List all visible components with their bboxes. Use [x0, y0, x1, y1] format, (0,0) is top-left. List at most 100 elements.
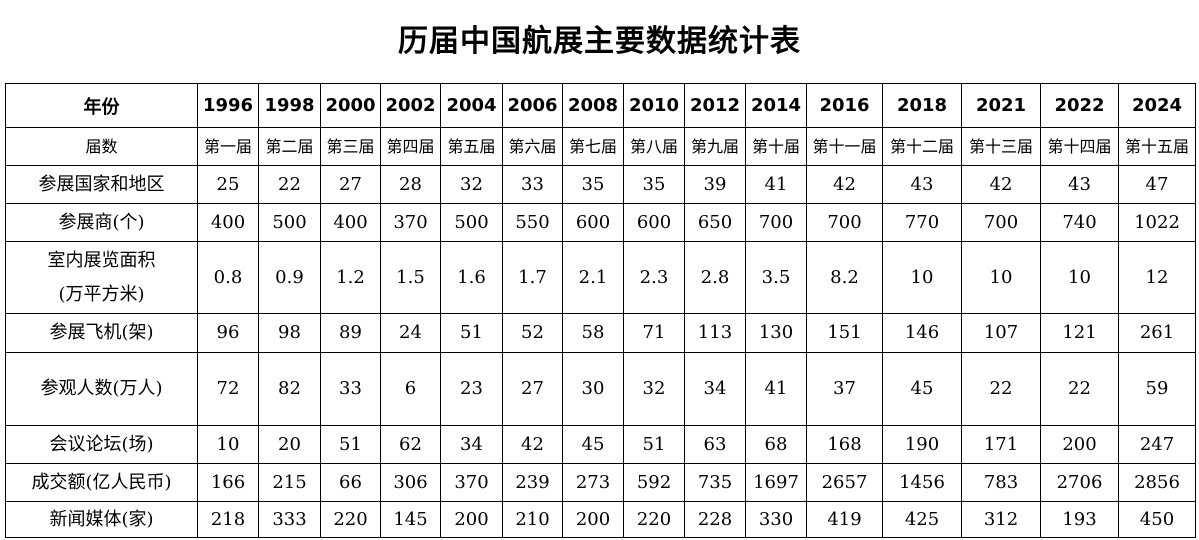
- cell: 1.6: [440, 241, 503, 314]
- cell: 2018: [882, 83, 962, 128]
- cell: 740: [1040, 203, 1119, 242]
- table-row: 会议论坛(场) 10 20 51 62 34 42 45 51 63 68 168 190 171 200 2…: [5, 425, 1196, 464]
- row-label: 参展国家和地区: [5, 165, 198, 204]
- cell: 51: [440, 313, 503, 353]
- cell: 1.7: [502, 241, 563, 314]
- cell: 2012: [684, 83, 746, 128]
- cell: 42: [806, 165, 883, 204]
- cell: 370: [440, 463, 503, 502]
- cell: 第三届: [320, 127, 381, 166]
- cell: 2002: [380, 83, 441, 128]
- cell: 34: [684, 352, 746, 426]
- cell: 39: [684, 165, 746, 204]
- cell: 700: [806, 203, 883, 242]
- cell: 2006: [502, 83, 563, 128]
- cell: 45: [882, 352, 962, 426]
- cell: 27: [502, 352, 563, 426]
- cell: 2014: [745, 83, 807, 128]
- table-row: 届数 第一届 第二届 第三届 第四届 第五届 第六届 第七届 第八届 第九届 第十届 第十一届 第十二届…: [5, 127, 1196, 166]
- cell: 2010: [623, 83, 685, 128]
- table-row: 参展国家和地区 25 22 27 28 32 33 35 35 39 41 42 43 42 43 47: [5, 165, 1196, 204]
- cell: 2856: [1118, 463, 1196, 502]
- cell: 43: [1040, 165, 1119, 204]
- cell: 2000: [320, 83, 381, 128]
- cell: 28: [380, 165, 441, 204]
- cell: 58: [562, 313, 624, 353]
- cell: 228: [684, 501, 746, 538]
- cell: 218: [197, 501, 259, 538]
- cell: 700: [961, 203, 1041, 242]
- cell: 450: [1118, 501, 1196, 538]
- cell: 550: [502, 203, 563, 242]
- cell: 735: [684, 463, 746, 502]
- cell: 1996: [197, 83, 259, 128]
- cell: 2016: [806, 83, 883, 128]
- cell: 10: [1040, 241, 1119, 314]
- cell: 370: [380, 203, 441, 242]
- cell: 151: [806, 313, 883, 353]
- cell: 312: [961, 501, 1041, 538]
- cell: 第四届: [380, 127, 441, 166]
- cell: 37: [806, 352, 883, 426]
- cell: 96: [197, 313, 259, 353]
- cell: 168: [806, 425, 883, 464]
- cell: 62: [380, 425, 441, 464]
- cell: 89: [320, 313, 381, 353]
- cell: 0.9: [258, 241, 321, 314]
- cell: 2657: [806, 463, 883, 502]
- cell: 1022: [1118, 203, 1196, 242]
- cell: 32: [440, 165, 503, 204]
- cell: 25: [197, 165, 259, 204]
- cell: 306: [380, 463, 441, 502]
- row-label: 参展飞机(架): [5, 313, 198, 353]
- cell: 400: [197, 203, 259, 242]
- title: 历届中国航展主要数据统计表: [398, 24, 801, 59]
- cell: 783: [961, 463, 1041, 502]
- cell: 2008: [562, 83, 624, 128]
- row-label: 参展商(个): [5, 203, 198, 242]
- table-row: 室内展览面积 (万平方米) 0.8 0.9 1.2 1.5 1.6 1.7 2.1 2.3 2.8…: [5, 241, 1196, 314]
- cell: 52: [502, 313, 563, 353]
- cell: 第七届: [562, 127, 624, 166]
- cell: 34: [440, 425, 503, 464]
- cell: 72: [197, 352, 259, 426]
- cell: 第十四届: [1040, 127, 1119, 166]
- cell: 2021: [961, 83, 1041, 128]
- cell: 66: [320, 463, 381, 502]
- cell: 41: [745, 165, 807, 204]
- cell: 220: [623, 501, 685, 538]
- cell: 第六届: [502, 127, 563, 166]
- table-row: 参观人数(万人) 72 82 33 6 23 27 30 32 34 41 37 45 22 22 59: [5, 352, 1196, 426]
- cell: 第十五届: [1118, 127, 1196, 166]
- cell: 2022: [1040, 83, 1119, 128]
- row-label: 届数: [5, 127, 198, 166]
- cell: 8.2: [806, 241, 883, 314]
- cell: 第二届: [258, 127, 321, 166]
- cell: 35: [562, 165, 624, 204]
- cell: 42: [961, 165, 1041, 204]
- cell: 650: [684, 203, 746, 242]
- cell: 130: [745, 313, 807, 353]
- cell: 600: [562, 203, 624, 242]
- cell: 330: [745, 501, 807, 538]
- cell: 10: [197, 425, 259, 464]
- cell: 145: [380, 501, 441, 538]
- cell: 22: [961, 352, 1041, 426]
- cell: 220: [320, 501, 381, 538]
- cell: 500: [258, 203, 321, 242]
- cell: 171: [961, 425, 1041, 464]
- cell: 600: [623, 203, 685, 242]
- row-label: 新闻媒体(家): [5, 501, 198, 538]
- cell: 3.5: [745, 241, 807, 314]
- cell: 20: [258, 425, 321, 464]
- cell: 71: [623, 313, 685, 353]
- table-row: 参展飞机(架) 96 98 89 24 51 52 58 71 113 130 151 146 107 12…: [5, 313, 1196, 353]
- cell: 22: [258, 165, 321, 204]
- cell: 2706: [1040, 463, 1119, 502]
- cell: 1697: [745, 463, 807, 502]
- cell: 121: [1040, 313, 1119, 353]
- cell: 2.3: [623, 241, 685, 314]
- cell: 第一届: [197, 127, 259, 166]
- cell: 2024: [1118, 83, 1196, 128]
- cell: 42: [502, 425, 563, 464]
